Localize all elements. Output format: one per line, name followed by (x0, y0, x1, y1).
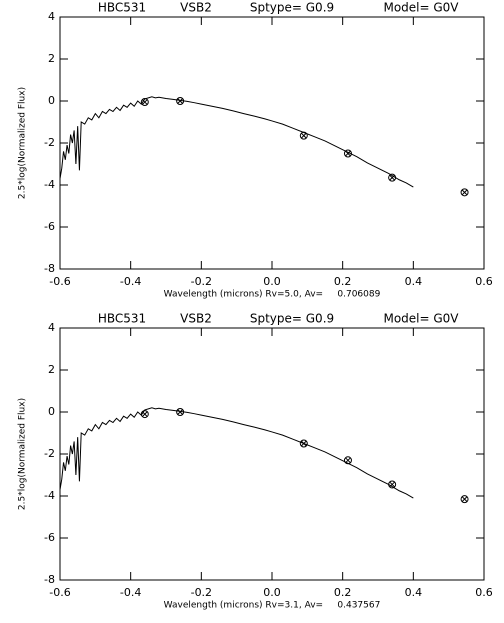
y-tick-label: -6 (44, 220, 55, 233)
point-cross (345, 150, 351, 157)
photometry-point (460, 188, 469, 197)
point-cross (389, 174, 395, 181)
point-circle (299, 439, 308, 448)
point-circle (343, 149, 352, 158)
x-axis-label: Wavelength (microns) Rv=3.1, Av= 0.43756… (164, 601, 381, 611)
photometry-point (460, 495, 469, 504)
y-tick-label: -4 (44, 489, 55, 502)
plot: HBC531 VSB2 Sptype= G0.9 Model= G0V Waveleng… (18, 312, 493, 611)
y-tick-label: -2 (44, 136, 55, 149)
x-tick-label: 0.0 (263, 275, 281, 288)
x-tick-label: -0.2 (191, 275, 212, 288)
y-tick-label: -8 (44, 262, 55, 275)
photometry-point (388, 480, 397, 489)
plot: HBC531 VSB2 Sptype= G0.9 Model= G0V Waveleng… (18, 1, 493, 300)
photometry-point (140, 98, 149, 107)
y-tick-label: -8 (44, 573, 55, 586)
point-circle (176, 97, 185, 105)
point-circle (388, 480, 397, 489)
title-part: VSB2 (180, 1, 212, 15)
point-circle (176, 408, 185, 416)
x-axis-label: Wavelength (microns) Rv=5.0, Av= 0.70608… (164, 290, 381, 300)
title-part: Model= G0V (383, 1, 459, 15)
point-circle (343, 456, 352, 465)
title-part: VSB2 (180, 312, 212, 326)
title-part: Sptype= G0.9 (250, 1, 334, 15)
point-cross (177, 409, 183, 415)
x-tick-label: 0.2 (334, 586, 352, 599)
spectrum-line (59, 407, 414, 499)
photometry-point (176, 408, 185, 416)
y-tick-label: 4 (48, 10, 55, 23)
x-tick-label: 0.4 (405, 586, 423, 599)
title-part: HBC531 (98, 1, 146, 15)
title-part: Sptype= G0.9 (250, 312, 334, 326)
point-cross (300, 440, 307, 447)
x-tick-label: 0.6 (475, 586, 493, 599)
point-cross (389, 481, 395, 488)
point-circle (460, 188, 469, 197)
point-cross (461, 496, 468, 503)
y-axis-label: 2.5*log(Normalized Flux) (18, 398, 28, 510)
point-cross (345, 457, 351, 464)
photometry-point (343, 456, 352, 465)
photometry-point (176, 97, 185, 105)
x-tick-label: -0.6 (49, 275, 70, 288)
point-circle (140, 98, 149, 107)
point-cross (300, 132, 307, 139)
x-tick-label: -0.2 (191, 586, 212, 599)
x-tick-label: -0.4 (120, 586, 141, 599)
point-cross (461, 189, 468, 196)
photometry-point (140, 410, 149, 419)
y-tick-label: 2 (48, 52, 55, 65)
photometry-point (299, 439, 308, 448)
title-part: Model= G0V (383, 312, 459, 326)
point-cross (177, 98, 183, 104)
x-tick-label: 0.6 (475, 275, 493, 288)
y-axis-label: 2.5*log(Normalized Flux) (18, 87, 28, 199)
photometry-point (388, 173, 397, 182)
y-tick-label: -6 (44, 531, 55, 544)
title-part: HBC531 (98, 312, 146, 326)
point-cross (141, 411, 148, 417)
y-tick-label: 0 (48, 405, 55, 418)
y-tick-label: -2 (44, 447, 55, 460)
spectrum-line (59, 96, 414, 188)
y-tick-label: 4 (48, 321, 55, 334)
photometry-point (343, 149, 352, 158)
point-circle (299, 131, 308, 140)
point-circle (460, 495, 469, 504)
y-tick-label: 2 (48, 363, 55, 376)
x-tick-label: 0.4 (405, 275, 423, 288)
point-circle (388, 173, 397, 182)
plot-frame (59, 327, 485, 581)
plot-frame (59, 16, 485, 270)
x-tick-label: -0.6 (49, 586, 70, 599)
point-cross (141, 99, 148, 105)
photometry-point (299, 131, 308, 140)
point-circle (140, 410, 149, 419)
x-tick-label: 0.0 (263, 586, 281, 599)
x-tick-label: -0.4 (120, 275, 141, 288)
y-tick-label: -4 (44, 178, 55, 191)
y-tick-label: 0 (48, 94, 55, 107)
x-tick-label: 0.2 (334, 275, 352, 288)
